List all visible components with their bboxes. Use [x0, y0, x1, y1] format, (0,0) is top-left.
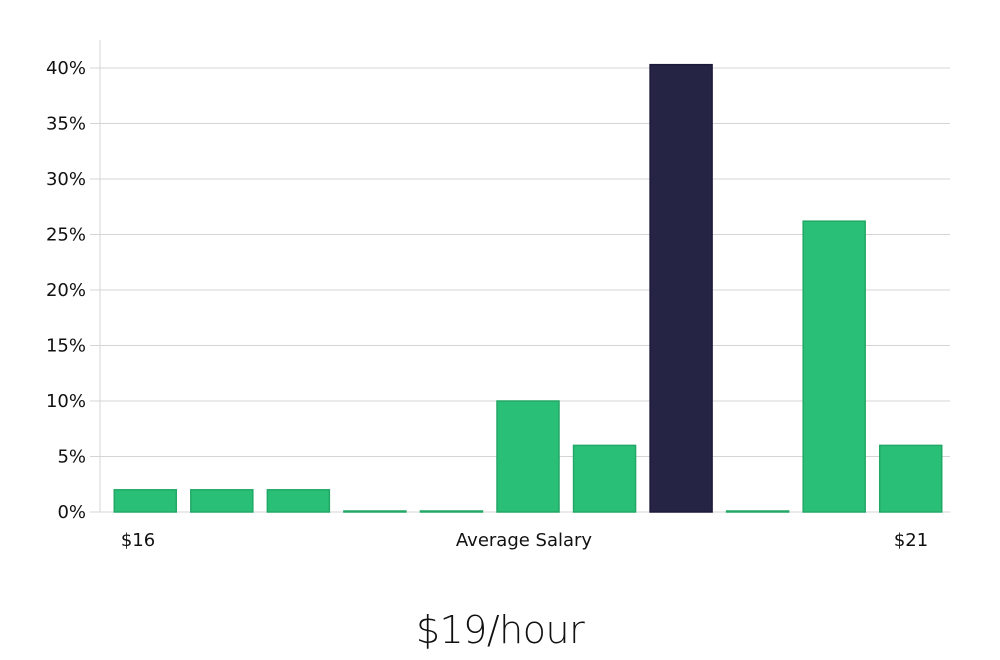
y-tick-label: 30% — [46, 169, 86, 190]
gridlines — [100, 67, 950, 513]
average-salary-value: $19/hour — [415, 608, 585, 652]
salary-histogram: 0% 5% 10% 15% 20% 25% 30% 35% 40% $16 Average Sa… — [46, 40, 950, 551]
bar — [725, 510, 790, 513]
bar — [419, 510, 484, 513]
y-tick-label: 10% — [46, 391, 86, 412]
bars — [113, 63, 943, 513]
y-tick-label: 5% — [57, 447, 86, 468]
x-label-max: $21 — [894, 530, 928, 551]
y-tick-label: 40% — [46, 58, 86, 79]
y-tick-label: 15% — [46, 336, 86, 357]
y-tick-label: 0% — [57, 502, 86, 523]
bar — [496, 400, 560, 513]
y-tick-label: 20% — [46, 280, 86, 301]
x-label-average: Average Salary — [456, 530, 593, 551]
bar — [266, 489, 331, 513]
y-axis-ticks: 0% 5% 10% 15% 20% 25% 30% 35% 40% — [46, 58, 100, 523]
bar — [190, 489, 254, 513]
bar — [343, 510, 407, 513]
bar — [878, 444, 943, 513]
x-label-min: $16 — [121, 530, 155, 551]
y-tick-label: 35% — [46, 114, 86, 135]
bar — [802, 220, 866, 513]
bar — [572, 444, 637, 513]
bar — [113, 489, 178, 513]
y-tick-label: 25% — [46, 225, 86, 246]
bar-average-salary — [649, 63, 713, 513]
